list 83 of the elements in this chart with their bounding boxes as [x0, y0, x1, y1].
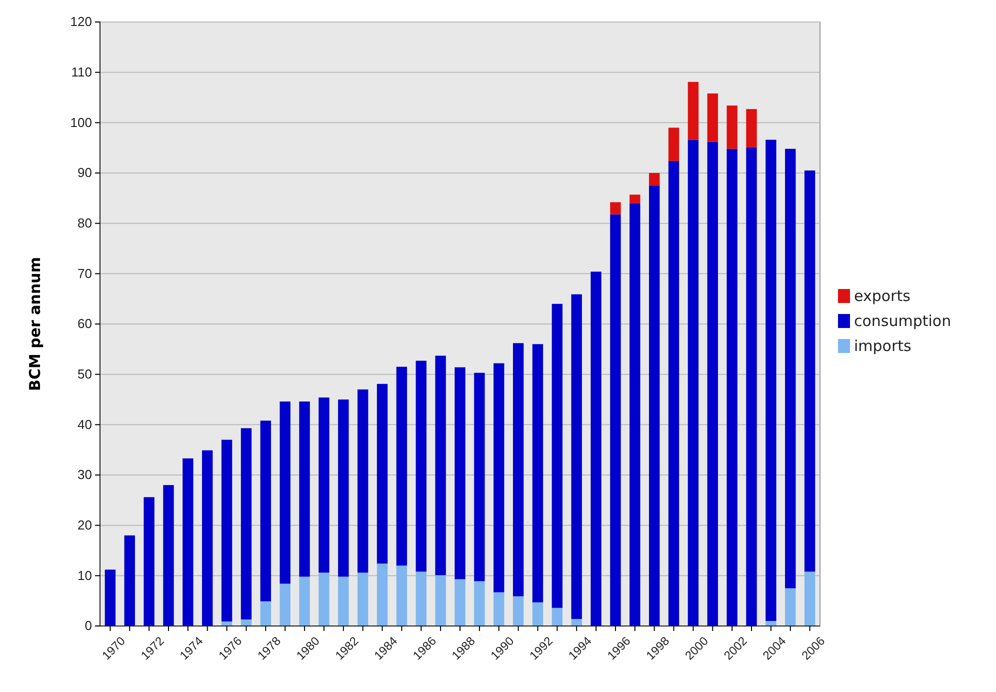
bar: [416, 572, 426, 626]
bar: [707, 142, 718, 626]
bar: [202, 450, 213, 626]
bar: [376, 564, 388, 626]
y-tick-label: 90: [78, 165, 92, 180]
bar: [630, 203, 640, 626]
bar: [318, 397, 330, 573]
y-tick-label: 20: [78, 517, 92, 532]
y-tick-label: 100: [70, 114, 92, 130]
bar: [668, 128, 680, 161]
bar: [571, 294, 582, 619]
bar: [512, 343, 524, 596]
bar: [318, 572, 330, 626]
bar: [163, 485, 174, 626]
bar: [785, 148, 796, 588]
bar: [280, 584, 290, 626]
bar: [766, 620, 776, 626]
bar: [376, 384, 388, 564]
bar: [280, 402, 290, 584]
bar: [648, 186, 660, 626]
bar: [104, 570, 116, 626]
bar: [454, 367, 466, 580]
y-tick-label: 80: [78, 215, 92, 230]
y-tick-label: 10: [78, 568, 92, 583]
bar: [124, 535, 135, 626]
legend-label: imports: [854, 337, 912, 355]
bar: [357, 572, 368, 626]
bar: [299, 576, 310, 626]
y-tick-label: 70: [78, 266, 92, 281]
bar: [260, 601, 272, 626]
bar: [494, 592, 504, 626]
bar: [630, 194, 640, 204]
y-tick-label: 120: [70, 14, 92, 30]
bar: [532, 344, 544, 602]
bar: [648, 173, 660, 186]
bar: [494, 363, 504, 592]
legend-label: exports: [854, 287, 911, 305]
bar: [182, 458, 194, 626]
bar: [610, 214, 621, 626]
y-tick-label: 110: [71, 64, 92, 80]
y-tick-label: 50: [78, 366, 92, 382]
bar: [688, 140, 699, 626]
bar: [338, 576, 349, 626]
bar: [416, 360, 426, 572]
y-tick-label: 40: [78, 416, 92, 432]
bar: [571, 618, 582, 626]
bar: [338, 400, 349, 577]
bar: [726, 148, 738, 626]
bar: [726, 106, 738, 149]
bar: [746, 109, 757, 148]
y-tick-label: 60: [78, 316, 92, 332]
bar: [766, 140, 776, 621]
bar: [804, 572, 816, 626]
bar: [707, 93, 718, 142]
bar: [552, 608, 563, 626]
bar: [668, 160, 680, 626]
bar: [260, 420, 272, 602]
bar: [435, 575, 446, 626]
bar: [512, 596, 524, 626]
bar: [785, 588, 796, 626]
legend-label: consumption: [854, 312, 952, 330]
bar: [144, 497, 154, 626]
bar: [435, 356, 446, 576]
bar: [590, 272, 602, 626]
bar: [532, 602, 544, 626]
bar: [474, 372, 485, 582]
bar: [610, 202, 621, 214]
bar: [240, 619, 252, 626]
bar: [396, 566, 408, 626]
bar: [552, 304, 563, 608]
bar: [299, 402, 310, 577]
y-tick-label: 0: [84, 618, 92, 634]
bar: [240, 428, 252, 620]
bar: [221, 440, 232, 622]
y-axis-title: BCM per annum: [26, 257, 44, 391]
bar: [357, 389, 368, 573]
bar: [454, 579, 466, 626]
y-tick-label: 30: [78, 467, 92, 482]
bar: [804, 170, 816, 572]
bar: [474, 581, 485, 626]
bar: [746, 147, 757, 626]
bar: [396, 366, 408, 566]
bar: [688, 82, 699, 140]
